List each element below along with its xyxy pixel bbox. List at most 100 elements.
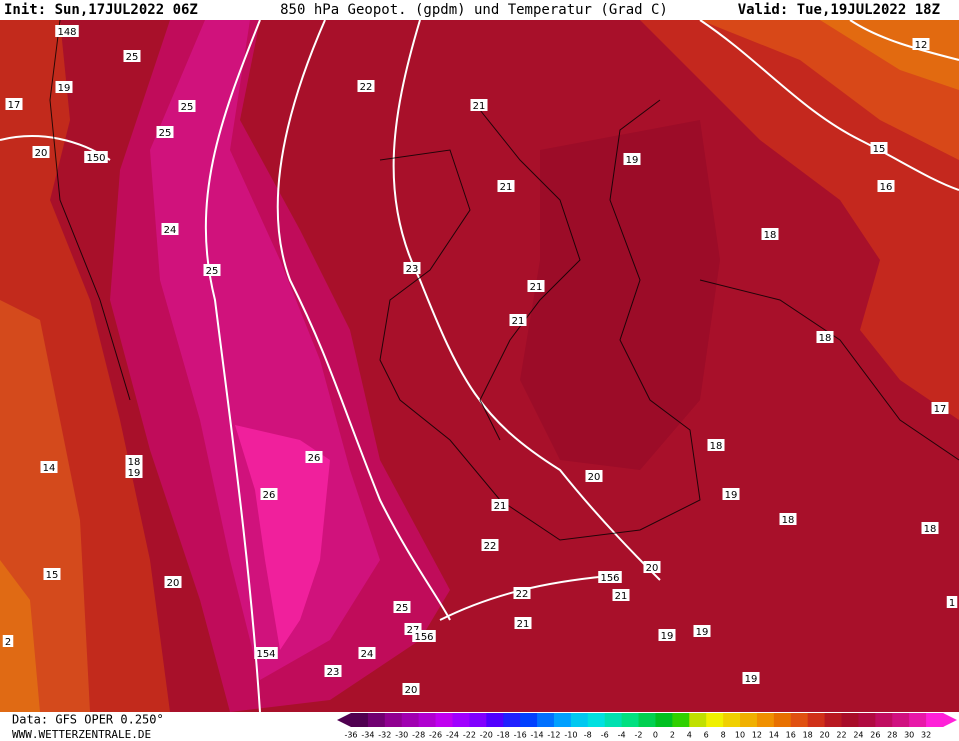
label-box: [2, 635, 14, 647]
colorbar-label: -30: [395, 731, 408, 740]
colorbar-swatch: [537, 713, 555, 727]
label-box: [402, 683, 420, 695]
contour-label: 24: [361, 649, 374, 660]
colorbar-label: -28: [412, 731, 425, 740]
contour-label: 17: [934, 404, 947, 415]
colorbar-swatch: [740, 713, 758, 727]
colorbar-swatch: [756, 713, 775, 727]
colorbar-label: -18: [497, 731, 510, 740]
field-dark: [520, 120, 720, 470]
contour-label: 20: [167, 578, 180, 589]
colorbar-label: -2: [635, 731, 643, 740]
colorbar-swatch: [452, 713, 470, 727]
colorbar-swatch: [689, 713, 707, 727]
label-box: [912, 38, 930, 50]
contour-label: 156: [414, 632, 433, 643]
colorbar-arrow: [337, 713, 351, 727]
label-box: [497, 180, 515, 192]
contour-line: [699, 19, 959, 191]
contour-label: 15: [873, 144, 886, 155]
contour-label: 25: [126, 52, 139, 63]
contour-label: 25: [396, 603, 409, 614]
colorbar-swatch: [706, 713, 724, 727]
contour-label: 19: [626, 155, 639, 166]
colorbar-label: -14: [531, 731, 544, 740]
contour-label: 21: [512, 316, 525, 327]
label-box: [946, 596, 958, 608]
colorbar-label: -34: [361, 731, 374, 740]
borders: [49, 19, 959, 541]
colorbar-label: 22: [836, 731, 846, 740]
colorbar-swatch: [553, 713, 572, 727]
colorbar-label: 16: [786, 731, 796, 740]
label-box: [707, 439, 725, 451]
colorbar-swatch: [435, 713, 453, 727]
label-box: [260, 488, 278, 500]
contour-label: 23: [327, 667, 340, 678]
colorbar-label: -32: [378, 731, 391, 740]
contour-label: 21: [494, 501, 507, 512]
label-box: [598, 571, 622, 583]
colorbar-swatch: [638, 713, 656, 727]
contour-label: 19: [128, 468, 141, 479]
label-box: [55, 25, 79, 37]
label-box: [693, 625, 711, 637]
contour-label: 18: [764, 230, 777, 241]
colorbar-label: -22: [463, 731, 476, 740]
label-box: [870, 142, 888, 154]
colorbar-label: -20: [480, 731, 493, 740]
colorbar-label: -16: [514, 731, 527, 740]
contour-label: 19: [661, 631, 674, 642]
contour-label: 15: [46, 570, 59, 581]
colorbar-swatch: [401, 713, 420, 727]
contour-label: 21: [473, 101, 486, 112]
colorbar-swatch: [672, 713, 690, 727]
contour-line: [276, 19, 451, 621]
label-box: [612, 589, 630, 601]
contour-label: 154: [256, 649, 275, 660]
colorbar-swatch: [892, 713, 910, 727]
colorbar-label: -8: [584, 731, 592, 740]
colorbar-swatch: [773, 713, 792, 727]
contour-label: 19: [725, 490, 738, 501]
contour-label: 16: [880, 182, 893, 193]
colorbar-label: -36: [344, 731, 357, 740]
contour-label: 20: [588, 472, 601, 483]
label-box: [470, 99, 488, 111]
colorbar-swatch: [655, 713, 673, 727]
colorbar-swatch: [367, 713, 386, 727]
label-box: [513, 587, 531, 599]
border-line: [49, 19, 131, 401]
colorbar-label: 28: [887, 731, 897, 740]
label-box: [254, 647, 278, 659]
colorbar-label: -12: [547, 731, 560, 740]
contour-label: 25: [206, 266, 219, 277]
label-box: [527, 280, 545, 292]
colorbar-label: 18: [803, 731, 813, 740]
contour-label: 1: [949, 598, 955, 609]
border-line: [699, 279, 959, 461]
label-box: [643, 561, 661, 573]
border-line: [379, 99, 701, 541]
label-box: [761, 228, 779, 240]
label-box: [779, 513, 797, 525]
contour-label: 20: [646, 563, 659, 574]
map-title: 850 hPa Geopot. (gpdm) und Temperatur (G…: [280, 2, 668, 18]
label-box: [55, 81, 73, 93]
contour-label: 18: [924, 524, 937, 535]
field-orange-light: [820, 20, 959, 90]
website: WWW.WETTERZENTRALE.DE: [12, 728, 151, 741]
contour-label: 156: [600, 573, 619, 584]
label-box: [123, 50, 141, 62]
label-box: [514, 617, 532, 629]
colorbar-swatch: [384, 713, 403, 727]
contour-label: 26: [308, 453, 321, 464]
header-bar: [0, 0, 959, 20]
contour-label: 19: [745, 674, 758, 685]
contour-label: 22: [484, 541, 497, 552]
colorbar-label: 0: [653, 731, 658, 740]
contour-label: 20: [405, 685, 418, 696]
colorbar-swatch: [858, 713, 876, 727]
